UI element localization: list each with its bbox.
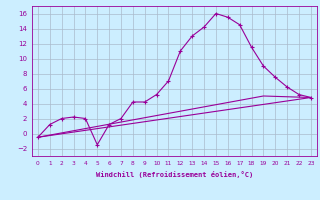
X-axis label: Windchill (Refroidissement éolien,°C): Windchill (Refroidissement éolien,°C) xyxy=(96,171,253,178)
